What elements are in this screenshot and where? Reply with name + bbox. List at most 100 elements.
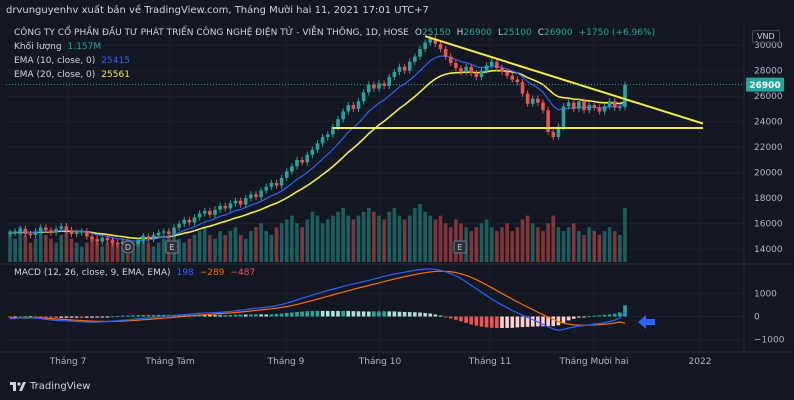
volume-bar — [141, 234, 146, 262]
price-tick-label: 14000 — [754, 245, 783, 255]
volume-bar — [433, 219, 438, 262]
candle-body — [90, 236, 94, 240]
candle-body — [536, 98, 540, 103]
volume-bar — [161, 238, 166, 262]
candle-body — [295, 159, 299, 167]
candle-body — [325, 134, 330, 137]
macd-legend[interactable]: MACD (12, 26, close, 9, EMA, EMA) 198 −2… — [14, 268, 255, 278]
volume-bar — [151, 246, 156, 262]
candle-body — [28, 233, 33, 236]
macd-histogram-bar — [325, 310, 330, 317]
macd-histogram-bar — [525, 316, 530, 327]
candle-body — [69, 230, 74, 234]
time-tick-label: Tháng 10 — [358, 357, 402, 367]
candle-body — [397, 66, 402, 72]
macd-label: MACD (12, 26, close, 9, EMA, EMA) — [14, 268, 171, 278]
volume-bar — [382, 219, 386, 262]
volume-bar — [392, 207, 397, 262]
macd-histogram-bar — [13, 316, 17, 318]
macd-histogram-bar — [341, 310, 345, 317]
candle-body — [418, 48, 422, 57]
candle-body — [520, 82, 525, 94]
volume-bar — [520, 219, 525, 262]
volume-bar — [495, 231, 499, 262]
macd-histogram-bar — [110, 316, 115, 318]
macd-histogram-bar — [254, 314, 258, 317]
macd-histogram-bar — [377, 311, 381, 317]
candle-body — [300, 159, 304, 163]
ema10-legend[interactable]: EMA (10, close, 0) 25415 — [14, 56, 130, 66]
macd-histogram-bar — [295, 311, 299, 317]
candle-body — [623, 84, 627, 108]
candle-body — [438, 43, 443, 49]
candle-body — [182, 219, 187, 224]
candle-body — [79, 231, 84, 233]
candle-body — [310, 149, 315, 155]
volume-bar — [95, 242, 99, 262]
macd-histogram-bar — [28, 316, 33, 318]
price-tick-label: 18000 — [754, 194, 783, 204]
candle-body — [305, 154, 310, 163]
volume-bar — [469, 231, 474, 262]
price-tick-label: 16000 — [754, 220, 783, 230]
candle-body — [505, 71, 509, 76]
price-tick-label: 20000 — [754, 169, 783, 179]
macd-histogram-bar — [418, 312, 422, 317]
candle-body — [361, 92, 366, 102]
macd-histogram-bar — [310, 311, 315, 317]
candle-body — [464, 66, 468, 72]
candle-body — [259, 190, 263, 197]
candle-body — [85, 231, 89, 237]
candle-body — [577, 101, 581, 109]
publisher-text: drvunguyenhv xuất bản về TradingView.com… — [6, 5, 429, 16]
volume-bar — [182, 242, 187, 262]
ema20-legend[interactable]: EMA (20, close, 0) 25561 — [14, 70, 130, 80]
currency-button[interactable]: VND — [752, 30, 780, 43]
volume-bar — [136, 238, 140, 262]
candle-body — [74, 232, 79, 234]
candle-body — [243, 198, 248, 205]
macd-histogram-bar — [336, 310, 340, 317]
volume-bar — [218, 231, 222, 262]
tradingview-brand[interactable]: TradingView — [10, 381, 90, 392]
volume-bar — [500, 227, 504, 262]
candle-body — [161, 231, 166, 233]
macd-histogram-bar — [305, 311, 310, 317]
macd-histogram-bar — [607, 314, 612, 317]
volume-bar — [366, 207, 371, 262]
volume-bar — [602, 231, 607, 262]
volume-bar — [331, 215, 335, 262]
macd-histogram-bar — [433, 314, 438, 317]
macd-histogram-bar — [320, 310, 325, 317]
candle-body — [331, 126, 335, 135]
macd-histogram-bar — [541, 316, 545, 327]
candle-body — [54, 228, 58, 233]
footer — [0, 374, 794, 400]
macd-histogram-bar — [100, 316, 105, 318]
volume-bar — [351, 219, 356, 262]
volume-bar — [38, 231, 43, 262]
candle-body — [428, 38, 433, 43]
macd-tick-label: 0 — [754, 313, 760, 323]
volume-bar — [315, 215, 320, 262]
macd-histogram-bar — [264, 314, 269, 317]
candle-body — [136, 240, 140, 245]
macd-tick-label: 1000 — [754, 289, 777, 299]
candle-body — [18, 228, 23, 232]
candle-body — [612, 101, 617, 108]
volume-bar — [274, 227, 279, 262]
macd-histogram-bar — [407, 312, 412, 317]
candle-body — [238, 200, 243, 205]
candle-body — [525, 93, 530, 104]
volume-bar — [269, 234, 274, 262]
tradingview-logo-icon — [10, 381, 26, 391]
volume-bar — [310, 211, 315, 262]
volume-bar — [28, 242, 33, 262]
volume-bar — [290, 215, 294, 262]
header-bar: drvunguyenhv xuất bản về TradingView.com… — [0, 0, 794, 22]
volume-legend[interactable]: Khối lượng 1.157M — [14, 42, 102, 52]
volume-bar — [18, 227, 23, 262]
volume-bar — [489, 227, 494, 262]
volume-bar — [474, 227, 479, 262]
